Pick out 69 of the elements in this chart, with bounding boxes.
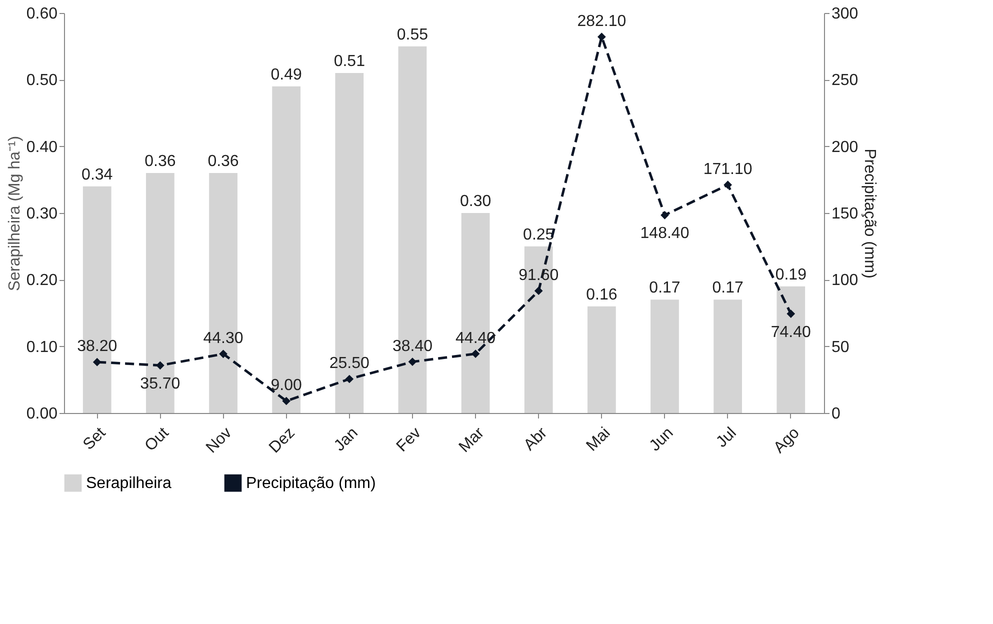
x-tick-label: Abr <box>520 424 552 454</box>
y2-tick-label: 300 <box>832 6 858 22</box>
data-label: 0.55 <box>396 26 428 44</box>
point <box>660 210 669 220</box>
x-tick-label: Mai <box>583 424 614 455</box>
x-tick-label: Set <box>80 424 110 454</box>
data-label: 0.34 <box>82 166 113 184</box>
bar <box>587 306 616 413</box>
y2-tick-label: 100 <box>832 272 858 290</box>
bar <box>272 86 301 413</box>
data-label: 44.30 <box>203 330 244 347</box>
y2-tick-label: 150 <box>832 206 858 222</box>
bar <box>650 300 679 413</box>
data-label: 0.17 <box>712 280 744 297</box>
point <box>92 358 102 366</box>
point <box>282 396 291 406</box>
point <box>408 358 417 366</box>
data-label: 38.40 <box>392 338 433 355</box>
point <box>156 361 164 370</box>
y2-axis-title: Precipitação (mm) <box>861 148 878 278</box>
data-label: 0.36 <box>144 153 176 170</box>
y-tick-label: 0.30 <box>26 206 58 222</box>
x-tick-label: Fev <box>394 424 424 456</box>
data-label: 0.49 <box>270 66 302 84</box>
data-label: 0.51 <box>334 53 366 70</box>
x-tick-label: Ago <box>770 424 803 457</box>
data-label: 0.16 <box>586 286 618 304</box>
data-label: 25.50 <box>329 355 370 372</box>
y-tick-label: 0.50 <box>26 72 58 90</box>
x-tick-label: Nov <box>203 424 236 457</box>
point <box>786 310 796 318</box>
x-tick-label: Jan <box>331 424 362 455</box>
y-tick-label: 0.00 <box>26 406 58 422</box>
point <box>724 180 732 190</box>
x-tick-label: Jun <box>646 424 677 455</box>
y-axis-title: Serapilheira (Mg ha⁻¹) <box>6 136 24 292</box>
point <box>219 350 228 358</box>
x-tick-label: Dez <box>266 424 298 457</box>
y2-tick-label: 200 <box>832 138 858 156</box>
y-tick-label: 0.40 <box>26 138 58 156</box>
data-label: 35.70 <box>140 375 180 392</box>
data-label: 74.40 <box>770 324 812 341</box>
data-label: 0.30 <box>460 193 492 210</box>
y2-tick-label: 50 <box>832 338 850 356</box>
y2-tick-label: 0 <box>832 406 840 422</box>
data-label: 0.36 <box>208 153 239 170</box>
legend-label: Serapilheira <box>86 475 172 492</box>
legend-label: Precipitação (mm) <box>246 475 376 492</box>
point <box>597 32 606 42</box>
point <box>345 374 354 384</box>
y-tick-label: 0.20 <box>26 272 58 290</box>
data-label: 9.00 <box>270 377 302 394</box>
data-label: 148.40 <box>640 225 690 242</box>
data-label: 91.60 <box>518 266 559 284</box>
x-tick-label: Out <box>142 424 173 455</box>
data-label: 0.19 <box>775 266 807 284</box>
data-label: 0.17 <box>649 280 680 297</box>
data-label: 282.10 <box>577 12 626 30</box>
y-tick-label: 0.60 <box>26 6 58 22</box>
x-tick-label: Mar <box>456 424 488 456</box>
data-label: 38.20 <box>77 338 118 356</box>
data-label: 44.40 <box>456 330 496 347</box>
point <box>534 286 543 296</box>
y-tick-label: 0.10 <box>26 338 58 356</box>
bar <box>714 300 742 413</box>
y2-tick-label: 250 <box>832 72 858 90</box>
point <box>471 350 480 358</box>
x-tick-label: Jul <box>713 424 740 451</box>
data-label: 171.10 <box>703 160 752 178</box>
